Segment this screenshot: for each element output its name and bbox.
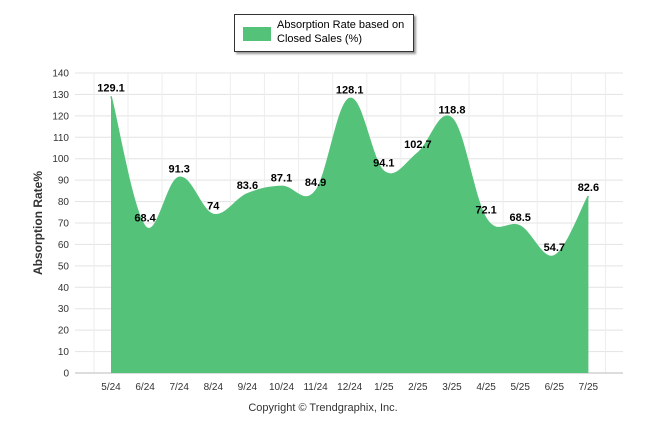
y-tick-label: 30 bbox=[58, 304, 70, 315]
x-tick-label: 2/25 bbox=[408, 382, 428, 393]
data-label: 128.1 bbox=[336, 85, 364, 97]
series-area bbox=[110, 96, 590, 373]
x-tick-label: 9/24 bbox=[238, 382, 258, 393]
data-label: 68.4 bbox=[134, 212, 156, 224]
data-label: 84.9 bbox=[305, 177, 326, 189]
y-tick-label: 90 bbox=[58, 176, 70, 187]
x-tick-label: 7/25 bbox=[579, 382, 599, 393]
x-tick-label: 5/24 bbox=[101, 382, 121, 393]
x-tick-label: 6/25 bbox=[545, 382, 565, 393]
x-tick-label: 10/24 bbox=[269, 382, 294, 393]
y-tick-label: 20 bbox=[58, 326, 70, 337]
data-label: 129.1 bbox=[97, 82, 125, 94]
data-label: 91.3 bbox=[168, 163, 189, 175]
data-label: 94.1 bbox=[373, 157, 394, 169]
x-tick-label: 4/25 bbox=[476, 382, 496, 393]
x-tick-label: 5/25 bbox=[510, 382, 530, 393]
x-tick-label: 6/24 bbox=[135, 382, 155, 393]
x-tick-label: 11/24 bbox=[303, 382, 328, 393]
data-label: 74 bbox=[207, 200, 220, 212]
y-axis: 0 10 20 30 40 50 60 70 80 90 100 110 120 130 140 bbox=[52, 69, 69, 380]
x-tick-label: 8/24 bbox=[204, 382, 224, 393]
y-tick-label: 60 bbox=[58, 240, 70, 251]
legend-swatch bbox=[243, 27, 271, 41]
copyright-footer: Copyright © Trendgraphix, Inc. bbox=[248, 402, 398, 414]
series-line bbox=[110, 96, 590, 258]
y-tick-label: 130 bbox=[52, 90, 69, 101]
x-axis: 5/24 6/24 7/24 8/24 9/24 10/24 11/24 12/24 1/25 2… bbox=[101, 382, 598, 393]
y-tick-label: 70 bbox=[58, 219, 70, 230]
data-label: 82.6 bbox=[578, 182, 599, 194]
x-tick-label: 7/24 bbox=[169, 382, 189, 393]
y-tick-label: 110 bbox=[53, 133, 69, 144]
legend: Absorption Rate based on Closed Sales (%… bbox=[234, 14, 414, 52]
y-tick-label: 40 bbox=[58, 283, 70, 294]
x-tick-label: 1/25 bbox=[374, 382, 394, 393]
y-tick-label: 0 bbox=[63, 369, 69, 380]
data-labels: 129.1 68.4 91.3 74 83.6 87.1 84.9 128.1 94.1 102.… bbox=[97, 82, 599, 253]
data-label: 87.1 bbox=[271, 172, 292, 184]
data-label: 118.8 bbox=[439, 104, 466, 116]
y-tick-label: 80 bbox=[58, 197, 70, 208]
y-tick-label: 120 bbox=[52, 111, 69, 122]
x-tick-label: 12/24 bbox=[337, 382, 362, 393]
legend-label: Absorption Rate based on Closed Sales (%… bbox=[277, 19, 405, 45]
y-axis-label: Absorption Rate% bbox=[31, 171, 45, 275]
y-tick-label: 100 bbox=[52, 154, 69, 165]
y-tick-label: 10 bbox=[58, 347, 70, 358]
y-tick-label: 140 bbox=[52, 69, 69, 80]
data-label: 72.1 bbox=[475, 205, 496, 217]
data-label: 68.5 bbox=[509, 212, 530, 224]
data-label: 54.7 bbox=[544, 242, 565, 254]
x-tick-label: 3/25 bbox=[442, 382, 462, 393]
series-area-fill bbox=[111, 96, 589, 373]
data-label: 102.7 bbox=[404, 139, 432, 151]
data-label: 83.6 bbox=[237, 180, 258, 192]
y-tick-label: 50 bbox=[58, 261, 70, 272]
